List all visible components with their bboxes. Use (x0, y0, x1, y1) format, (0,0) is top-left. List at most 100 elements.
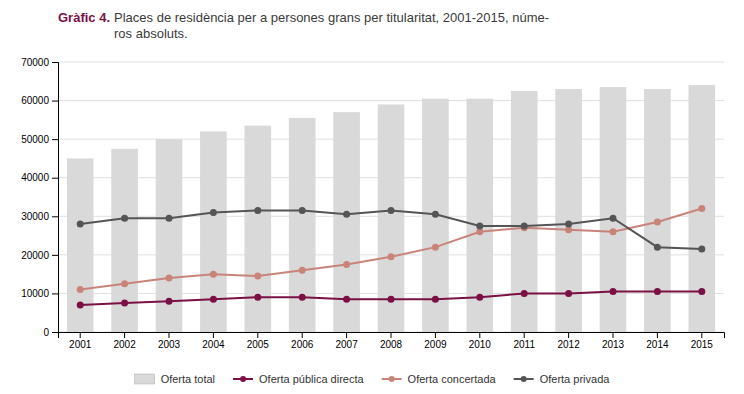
legend-item: Oferta total (135, 373, 215, 385)
bar (422, 99, 449, 332)
x-tick-mark (346, 332, 347, 338)
x-tick-label: 2007 (335, 339, 358, 350)
x-tick: 2009 (424, 332, 447, 350)
bar (688, 85, 715, 332)
y-tick-mark (52, 293, 58, 294)
y-axis: 010000200003000040000500006000070000 (21, 57, 58, 338)
grid-line (58, 62, 724, 63)
x-tick-label: 2002 (113, 339, 136, 350)
y-tick-label: 0 (43, 327, 49, 338)
y-tick: 40000 (21, 172, 58, 183)
legend-item: Oferta pública directa (233, 373, 364, 385)
legend-item: Oferta privada (514, 373, 611, 385)
x-tick-label: 2006 (291, 339, 314, 350)
grid (58, 62, 724, 332)
y-tick: 30000 (21, 211, 58, 222)
line (80, 209, 702, 290)
point (565, 221, 572, 228)
point (698, 288, 705, 295)
point (166, 275, 173, 282)
point (121, 300, 128, 307)
point (166, 298, 173, 305)
x-tick-mark (524, 332, 525, 338)
y-tick-label: 70000 (21, 57, 49, 68)
x-tick-label: 2014 (646, 339, 669, 350)
bar (600, 87, 627, 332)
x-tick-label: 2009 (424, 339, 447, 350)
legend-marker (240, 376, 246, 382)
x-axis: 2001 2002 2003 2004 2005 2006 2007 2008 2009 2010… (59, 332, 725, 350)
x-tick-mark (124, 332, 125, 338)
x-tick-mark (257, 332, 258, 338)
line (80, 211, 702, 250)
point (77, 302, 84, 309)
x-tick-label: 2010 (469, 339, 492, 350)
x-tick-label: 2012 (557, 339, 580, 350)
x-tick: 2006 (291, 332, 314, 350)
point (388, 253, 395, 260)
point (432, 296, 439, 303)
y-tick: 50000 (21, 134, 58, 145)
y-tick: 20000 (21, 250, 58, 261)
x-tick: 2002 (113, 332, 136, 350)
point (388, 207, 395, 214)
chart: Gràfic 4.Places de residència per a pers… (0, 0, 744, 394)
legend-label: Oferta concertada (408, 373, 497, 385)
x-tick-label: 2001 (69, 339, 92, 350)
x-tick: 2013 (602, 332, 625, 350)
line-series (77, 207, 706, 253)
x-tick-mark (479, 332, 480, 338)
point (610, 288, 617, 295)
y-tick-mark (52, 332, 58, 333)
y-tick-label: 50000 (21, 134, 49, 145)
bar (156, 139, 183, 332)
y-tick-mark (52, 216, 58, 217)
x-tick-mark (435, 332, 436, 338)
y-tick-mark (52, 139, 58, 140)
y-tick-mark (52, 62, 58, 63)
x-tick-label: 2011 (513, 339, 535, 350)
point (254, 273, 261, 280)
point (254, 207, 261, 214)
x-tick: 2008 (380, 332, 403, 350)
bar (511, 91, 538, 332)
point (476, 294, 483, 301)
point (210, 209, 217, 216)
x-tick-label: 2004 (202, 339, 225, 350)
point (610, 215, 617, 222)
bar (67, 158, 94, 332)
y-tick: 70000 (21, 57, 58, 68)
marks (67, 85, 715, 332)
point (343, 296, 350, 303)
y-tick-label: 10000 (21, 288, 49, 299)
point (343, 261, 350, 268)
x-tick: 2001 (69, 332, 92, 350)
x-tick-label: 2003 (158, 339, 181, 350)
point (299, 267, 306, 274)
point (698, 205, 705, 212)
point (521, 290, 528, 297)
legend-swatch (135, 374, 155, 384)
point (77, 286, 84, 293)
bar (378, 104, 405, 332)
subtitle: Places de residència per a persones gran… (114, 10, 549, 41)
y-tick-label: 20000 (21, 250, 49, 261)
y-tick: 10000 (21, 288, 58, 299)
point (121, 215, 128, 222)
x-tick-mark (391, 332, 392, 338)
point (299, 207, 306, 214)
point (210, 271, 217, 278)
x-tick: 2015 (691, 332, 714, 350)
point (121, 280, 128, 287)
y-tick-label: 30000 (21, 211, 49, 222)
bar-series (67, 85, 715, 332)
x-tick: 2004 (202, 332, 225, 350)
x-tick: 2005 (247, 332, 270, 350)
x-tick-mark (657, 332, 658, 338)
y-axis-line (52, 63, 59, 333)
point (388, 296, 395, 303)
y-tick-mark (52, 101, 58, 102)
point (343, 211, 350, 218)
x-tick-mark (302, 332, 303, 338)
point (210, 296, 217, 303)
